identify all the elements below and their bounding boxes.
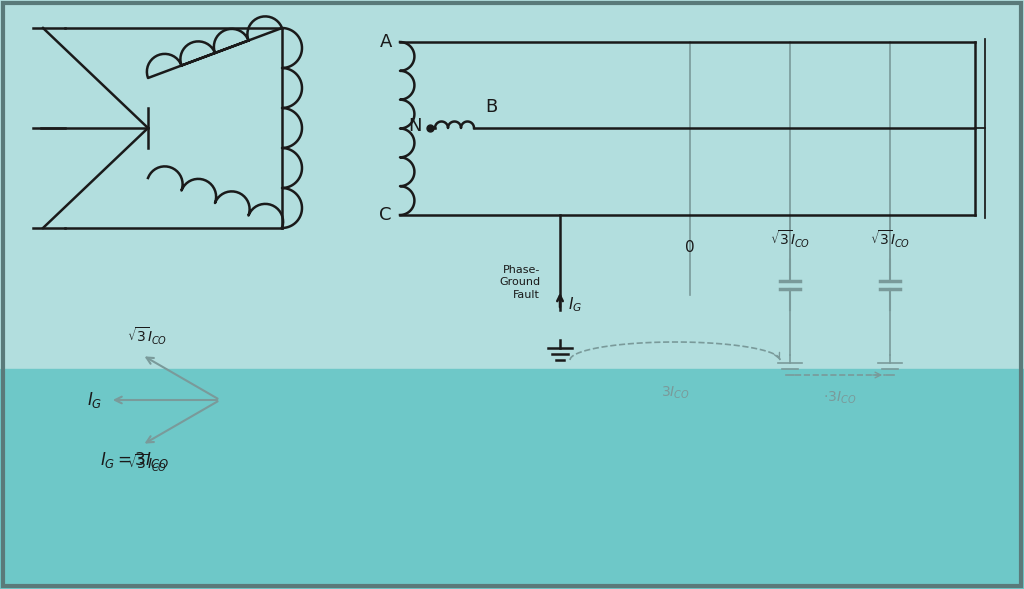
Text: $3I_{CO}$: $3I_{CO}$ bbox=[660, 385, 689, 401]
Text: B: B bbox=[485, 98, 498, 116]
Text: $I_G$: $I_G$ bbox=[87, 390, 102, 410]
Text: $I_G = 3I_{CO}$: $I_G = 3I_{CO}$ bbox=[100, 450, 169, 470]
Text: $\sqrt{3}I_{CO}$: $\sqrt{3}I_{CO}$ bbox=[869, 229, 910, 250]
Text: N: N bbox=[409, 117, 422, 135]
Text: $I_G$: $I_G$ bbox=[568, 296, 583, 315]
Bar bbox=[0, 0, 1024, 369]
Bar bbox=[0, 369, 1024, 589]
Text: Phase-
Ground
Fault: Phase- Ground Fault bbox=[499, 265, 540, 300]
Text: A: A bbox=[380, 33, 392, 51]
Text: $\sqrt{3}I_{CO}$: $\sqrt{3}I_{CO}$ bbox=[127, 326, 167, 347]
Text: $\cdot 3I_{CO}$: $\cdot 3I_{CO}$ bbox=[823, 390, 857, 406]
Text: $\sqrt{3}I_{CO}$: $\sqrt{3}I_{CO}$ bbox=[127, 453, 167, 474]
Text: C: C bbox=[380, 206, 392, 224]
Text: $\sqrt{3}I_{CO}$: $\sqrt{3}I_{CO}$ bbox=[770, 229, 810, 250]
Text: 0: 0 bbox=[685, 240, 695, 255]
